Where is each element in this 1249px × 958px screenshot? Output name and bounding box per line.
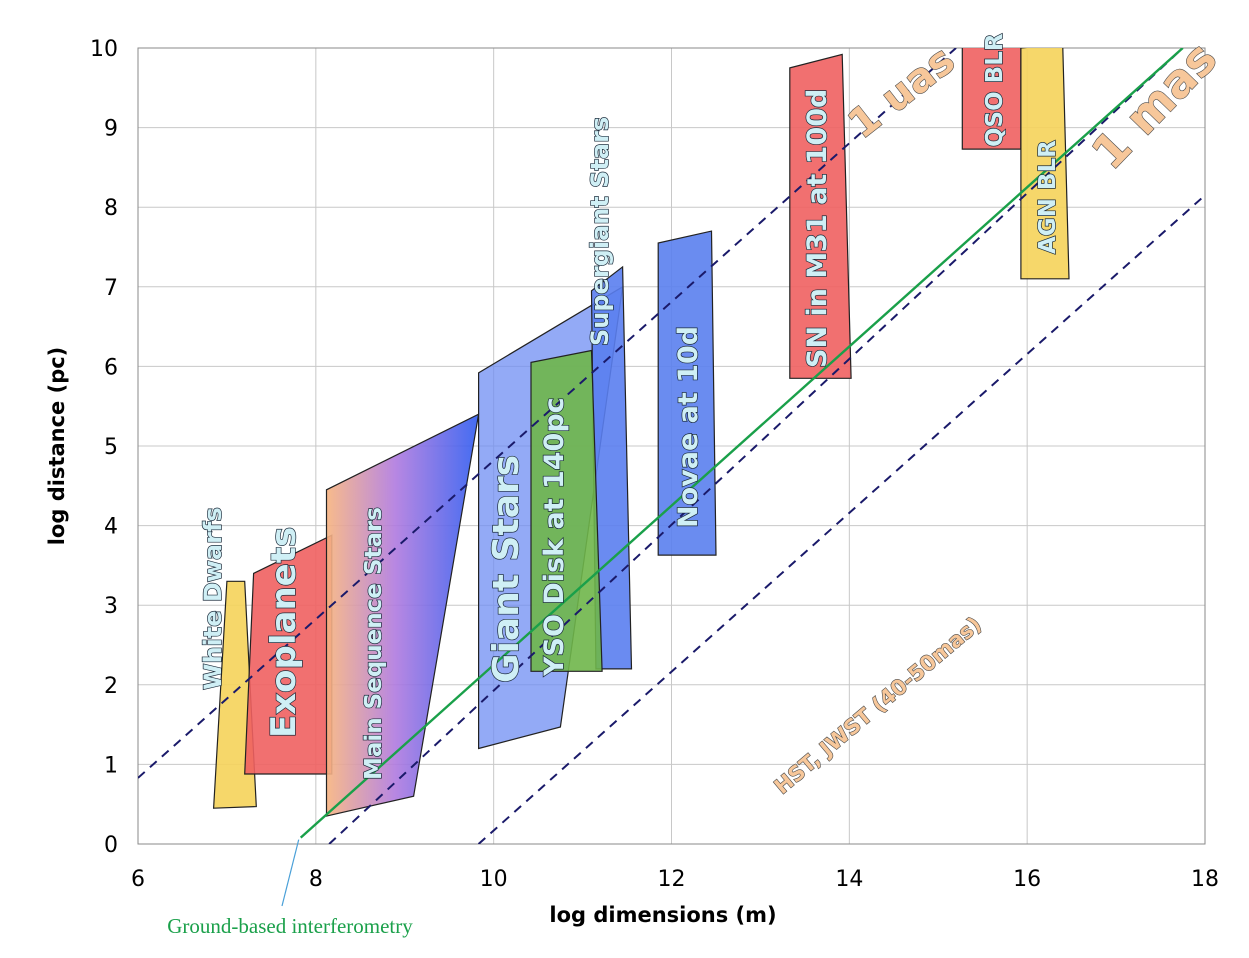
y-axis-label: log distance (pc) — [45, 347, 69, 546]
x-tick-label-6: 18 — [1191, 867, 1219, 892]
label-novae: Novae at 10d — [673, 326, 704, 528]
x-tick-label-2: 10 — [480, 867, 508, 892]
y-tick-label-10: 10 — [90, 37, 118, 62]
label-one-uas: 1 uas — [840, 37, 964, 148]
x-tick-label-3: 12 — [658, 867, 686, 892]
label-white-dwarfs: White Dwarfs — [199, 507, 227, 690]
x-tick-label-4: 14 — [835, 867, 863, 892]
y-tick-label-3: 3 — [104, 594, 118, 619]
label-main-sequence: Main Sequence Stars — [361, 507, 387, 780]
y-tick-label-6: 6 — [104, 355, 118, 380]
line-ground-interferometry — [299, 48, 1184, 839]
label-exoplanets: Exoplanets — [264, 527, 304, 738]
label-agn-blr: AGN BLR — [1035, 140, 1061, 254]
line-one-mas-a — [328, 48, 1184, 844]
y-tick-label-7: 7 — [104, 276, 118, 301]
line-one-uas — [138, 48, 957, 779]
label-supergiant-stars: Supergiant Stars — [586, 117, 614, 346]
plot-border — [137, 47, 1206, 845]
label-giant-stars: Giant Stars — [486, 455, 527, 683]
limit-lines — [138, 48, 1205, 844]
line-hst-jwst — [477, 194, 1205, 844]
annotation-ground-based: Ground-based interferometry — [167, 914, 413, 938]
label-yso-disk: YSO Disk at 140pc — [539, 397, 570, 677]
region-agn-blr — [1020, 48, 1070, 280]
label-qso-blr: QSO BLR — [982, 33, 1008, 147]
region-sn-m31 — [789, 53, 852, 379]
x-axis-label: log dimensions (m) — [549, 903, 776, 927]
y-tick-label-4: 4 — [104, 515, 118, 540]
y-tick-label-5: 5 — [104, 435, 118, 460]
y-tick-label-0: 0 — [104, 833, 118, 858]
label-sn-m31: SN in M31 at 100d — [802, 89, 833, 368]
region-yso-disk — [530, 349, 603, 672]
x-tick-label-1: 8 — [309, 867, 323, 892]
region-novae — [657, 230, 717, 556]
plot-frame — [137, 47, 1206, 845]
y-tick-label-9: 9 — [104, 117, 118, 142]
y-tick-label-8: 8 — [104, 196, 118, 221]
regions — [212, 48, 1070, 817]
y-tick-label-1: 1 — [104, 753, 118, 778]
y-tick-label-2: 2 — [104, 674, 118, 699]
region-labels: White Dwarfs Exoplanets Main Sequence St… — [198, 32, 1061, 780]
region-qso-blr — [961, 48, 1022, 150]
x-tick-label-5: 16 — [1013, 867, 1041, 892]
region-main-sequence — [325, 413, 480, 817]
x-tick-label-0: 6 — [131, 867, 145, 892]
label-hst-jwst: HST, JWST (40-50mas) — [770, 612, 986, 799]
annotation-pointer — [281, 839, 300, 907]
